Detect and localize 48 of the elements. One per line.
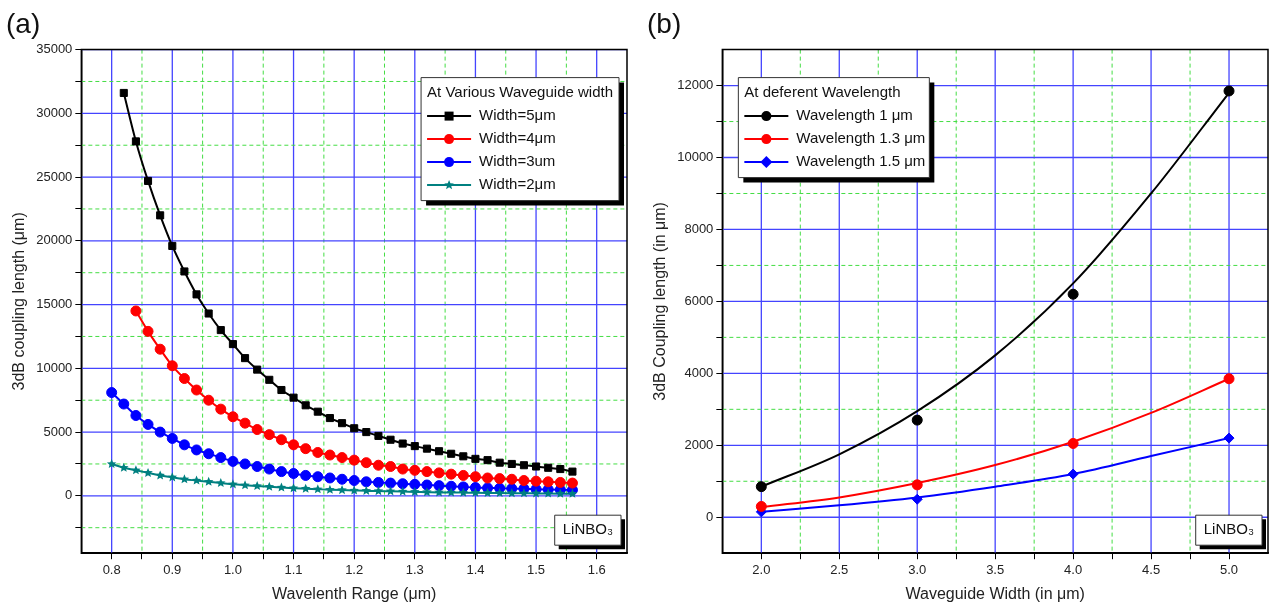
- y-tick-label: 30000: [36, 104, 73, 120]
- x-tick-label: 1.0: [223, 561, 242, 577]
- x-tick-label: 5.0: [1219, 561, 1239, 577]
- y-tick-label: 10000: [36, 359, 73, 375]
- y-tick-label: 0: [706, 508, 714, 524]
- y-axis-title: 3dB Coupling length (in μm): [651, 202, 669, 401]
- y-tick-label: 2000: [684, 436, 714, 452]
- y-tick-label: 25000: [36, 168, 73, 184]
- legend-title: At Various Waveguide width: [427, 83, 614, 101]
- x-tick-label: 1.1: [284, 561, 303, 577]
- x-tick-label: 2.5: [830, 561, 849, 577]
- legend-label: Wavelength 1.3 μm: [796, 129, 926, 147]
- x-tick-label: 3.0: [908, 561, 927, 577]
- x-axis-title: Wavelenth Range (μm): [272, 584, 437, 602]
- y-tick-label: 10000: [677, 149, 714, 165]
- x-tick-label: 1.2: [345, 561, 364, 577]
- chart-title: (a): [6, 7, 41, 39]
- y-tick-label: 8000: [684, 221, 714, 237]
- legend-label: Wavelength 1.5 μm: [796, 152, 926, 170]
- annotation: LiNBO₃: [1203, 520, 1255, 538]
- y-tick-label: 35000: [36, 41, 73, 57]
- legend-label: Width=2μm: [479, 175, 556, 193]
- x-tick-label: 0.8: [102, 561, 121, 577]
- x-tick-label: 4.0: [1064, 561, 1083, 577]
- legend-title: At deferent Wavelength: [744, 83, 901, 101]
- y-tick-label: 20000: [36, 232, 73, 248]
- x-tick-label: 4.5: [1142, 561, 1161, 577]
- annotation: LiNBO₃: [562, 520, 614, 538]
- y-tick-label: 15000: [36, 296, 73, 312]
- chart-title: (b): [647, 7, 682, 39]
- x-tick-label: 2.0: [752, 561, 771, 577]
- x-tick-label: 0.9: [163, 561, 182, 577]
- x-tick-label: 1.5: [527, 561, 546, 577]
- legend-label: Width=5μm: [479, 106, 556, 124]
- y-tick-label: 6000: [684, 292, 714, 308]
- legend-label: Width=4μm: [479, 129, 556, 147]
- x-tick-label: 3.5: [986, 561, 1005, 577]
- x-axis-title: Waveguide Width (in μm): [905, 584, 1085, 602]
- x-tick-label: 1.6: [587, 561, 606, 577]
- y-tick-label: 5000: [43, 423, 73, 439]
- y-tick-label: 12000: [677, 77, 714, 93]
- legend-label: Width=3um: [479, 152, 556, 170]
- y-axis-title: 3dB coupling length (μm): [10, 212, 28, 391]
- x-tick-label: 1.3: [405, 561, 424, 577]
- x-tick-label: 1.4: [466, 561, 485, 577]
- y-tick-label: 4000: [684, 364, 714, 380]
- y-tick-label: 0: [65, 487, 73, 503]
- legend-label: Wavelength 1 μm: [796, 106, 913, 124]
